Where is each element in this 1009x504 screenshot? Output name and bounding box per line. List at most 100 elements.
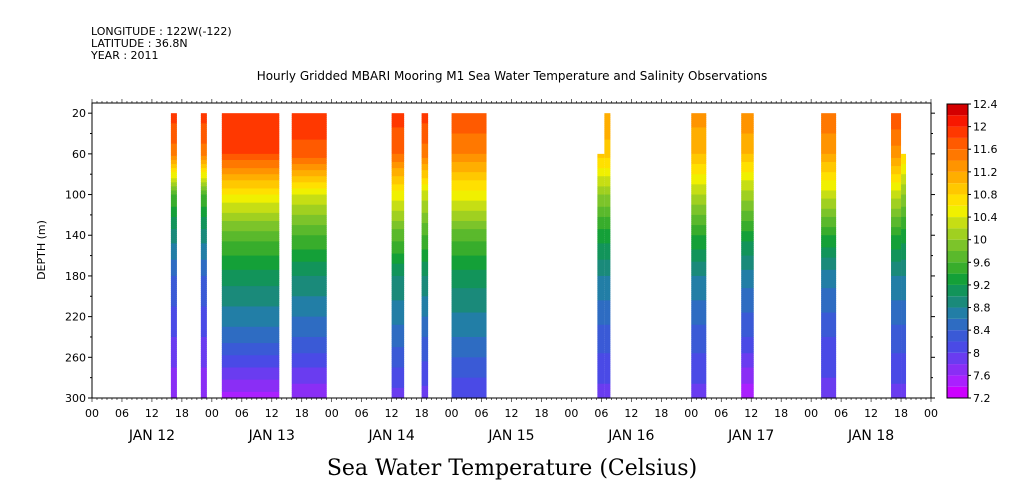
- data-cell: [741, 133, 754, 137]
- data-cell: [221, 341, 280, 344]
- data-cell: [821, 371, 837, 375]
- data-cell: [221, 227, 280, 230]
- data-cell: [391, 227, 405, 230]
- data-cell: [901, 389, 907, 393]
- data-cell: [200, 282, 207, 285]
- data-cell: [741, 198, 754, 202]
- data-cell: [170, 233, 177, 236]
- data-cell: [891, 190, 902, 194]
- data-cell: [597, 176, 605, 179]
- data-cell: [391, 247, 405, 251]
- data-cell: [741, 202, 754, 206]
- data-cell: [200, 123, 207, 126]
- data-cell: [901, 245, 907, 249]
- data-cell: [170, 377, 177, 381]
- data-cell: [821, 141, 837, 145]
- data-cell: [200, 322, 207, 326]
- data-cell: [891, 168, 902, 171]
- data-cell: [200, 312, 207, 316]
- data-cell: [821, 253, 837, 257]
- data-cell: [421, 210, 429, 214]
- data-cell: [821, 269, 837, 273]
- data-cell: [200, 267, 207, 271]
- data-cell: [291, 320, 327, 324]
- data-cell: [597, 355, 605, 358]
- data-cell: [741, 389, 754, 393]
- data-cell: [291, 326, 327, 330]
- data-cell: [170, 131, 177, 135]
- data-cell: [391, 347, 405, 350]
- data-cell: [741, 196, 754, 200]
- data-cell: [221, 263, 280, 267]
- data-cell: [221, 314, 280, 318]
- data-cell: [391, 198, 405, 202]
- data-cell: [391, 290, 405, 293]
- data-cell: [200, 143, 207, 147]
- data-cell: [221, 257, 280, 261]
- data-cell: [821, 166, 837, 169]
- data-cell: [200, 212, 207, 216]
- data-cell: [200, 306, 207, 310]
- data-cell: [421, 164, 429, 167]
- data-cell: [451, 294, 487, 297]
- data-cell: [597, 208, 605, 212]
- data-cell: [901, 345, 907, 348]
- data-cell: [200, 214, 207, 218]
- data-cell: [691, 259, 707, 263]
- data-cell: [821, 304, 837, 308]
- data-cell: [221, 149, 280, 153]
- data-cell: [200, 139, 207, 143]
- data-cell: [421, 186, 429, 190]
- data-cell: [821, 324, 837, 328]
- data-cell: [741, 188, 754, 192]
- data-cell: [741, 345, 754, 348]
- data-cell: [604, 182, 611, 185]
- data-cell: [604, 389, 611, 393]
- data-cell: [200, 310, 207, 314]
- data-cell: [691, 243, 707, 247]
- data-cell: [891, 257, 902, 261]
- colorbar-swatch: [947, 126, 968, 138]
- data-cell: [691, 206, 707, 210]
- chart-title: Hourly Gridded MBARI Mooring M1 Sea Wate…: [257, 69, 768, 83]
- data-cell: [604, 214, 611, 218]
- data-cell: [291, 273, 327, 277]
- colorbar-swatch: [947, 307, 968, 319]
- data-cell: [421, 385, 429, 389]
- data-cell: [891, 355, 902, 358]
- data-cell: [451, 208, 487, 212]
- data-cell: [391, 214, 405, 218]
- data-cell: [891, 391, 902, 395]
- data-cell: [200, 204, 207, 208]
- data-cell: [597, 324, 605, 328]
- colorbar-swatch: [947, 194, 968, 206]
- data-cell: [421, 259, 429, 263]
- data-cell: [391, 233, 405, 236]
- colorbar-swatch: [947, 160, 968, 172]
- data-cell: [391, 343, 405, 346]
- data-cell: [451, 172, 487, 175]
- data-cell: [200, 320, 207, 324]
- data-cell: [597, 182, 605, 185]
- data-cell: [891, 119, 902, 122]
- data-cell: [221, 164, 280, 167]
- data-cell: [200, 194, 207, 198]
- data-cell: [170, 206, 177, 210]
- data-cell: [891, 200, 902, 204]
- data-cell: [421, 168, 429, 171]
- data-cell: [421, 255, 429, 259]
- data-cell: [200, 339, 207, 342]
- data-cell: [597, 265, 605, 269]
- data-cell: [891, 194, 902, 198]
- data-cell: [421, 387, 429, 391]
- data-cell: [741, 294, 754, 297]
- data-cell: [200, 302, 207, 306]
- data-cell: [451, 186, 487, 190]
- data-cell: [170, 267, 177, 271]
- data-cell: [597, 322, 605, 326]
- data-cell: [691, 314, 707, 318]
- data-cell: [691, 182, 707, 185]
- data-cell: [821, 310, 837, 314]
- data-cell: [891, 294, 902, 297]
- data-cell: [291, 196, 327, 200]
